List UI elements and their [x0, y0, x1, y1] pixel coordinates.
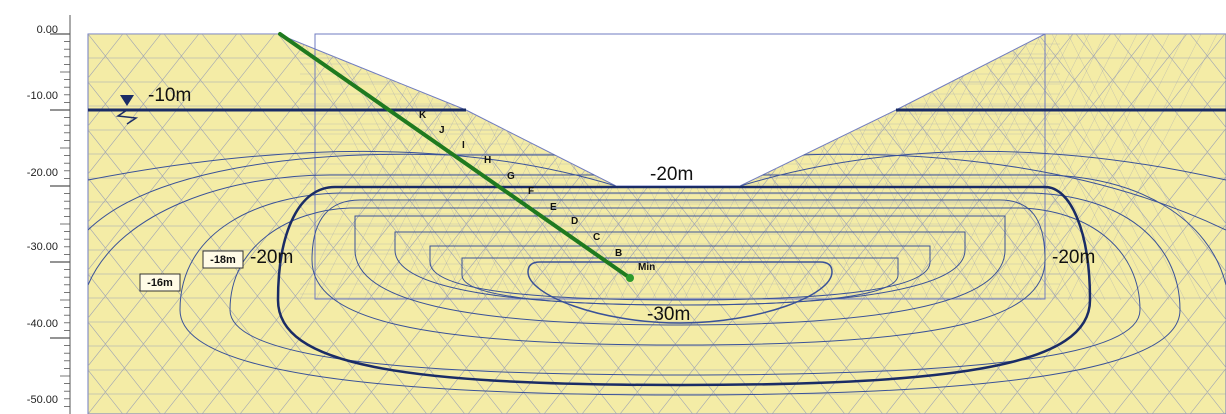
section-point-label: K: [419, 110, 427, 121]
depth-tick-label: -30.00: [27, 241, 58, 253]
contour-line: [739, 150, 1226, 187]
contour-line: [229, 207, 1141, 376]
contour-line-20m: [276, 185, 1092, 387]
section-line-end-marker: [626, 274, 634, 282]
contour-line: [88, 150, 617, 187]
depth-tick-label: -10.00: [27, 90, 58, 102]
section-line[interactable]: [278, 32, 632, 280]
section-point-label: B: [615, 248, 622, 259]
contour-label-right: -20m: [1052, 247, 1095, 268]
contour-line: [88, 174, 1226, 286]
section-point-label: H: [484, 155, 491, 166]
contour-line: [179, 192, 1181, 396]
section-point-label: D: [571, 216, 578, 227]
boxed-label-18m: -18m: [202, 250, 244, 269]
boxed-label-16m: -16m: [139, 273, 181, 292]
depth-tick-label: -50.00: [27, 394, 58, 406]
section-point-label: I: [462, 140, 465, 151]
contour-label-excavation-base: -20m: [650, 164, 693, 185]
contour-line-30m: [527, 261, 833, 324]
depth-axis: 0.00 -10.00 -20.00 -30.00 -40.00 -50.00: [27, 15, 71, 414]
depth-axis-minor-ticks: [60, 41, 70, 407]
depth-tick-label: 0.00: [37, 24, 58, 36]
svg-text:-18m: -18m: [210, 254, 236, 266]
contour-line: [311, 199, 1046, 346]
section-point-label: C: [593, 232, 600, 243]
depth-tick-label: -40.00: [27, 318, 58, 330]
contour-line: [461, 257, 899, 306]
section-point-label: E: [550, 202, 557, 213]
depth-tick-label: -20.00: [27, 167, 58, 179]
water-table-label: -10m: [148, 85, 191, 106]
contour-line: [354, 215, 1006, 326]
section-point-label: G: [507, 171, 515, 182]
water-table-triangle-icon: [115, 95, 139, 125]
contour-label-left: -20m: [250, 247, 293, 268]
contour-line: [429, 245, 931, 301]
svg-text:-16m: -16m: [147, 277, 173, 289]
section-point-label: Min: [638, 262, 655, 273]
section-point-label: F: [528, 186, 534, 197]
pore-pressure-contours: [88, 150, 1226, 396]
depth-axis-major-ticks: [50, 33, 70, 339]
section-point-label: J: [439, 125, 445, 136]
contour-label-bottom: -30m: [647, 304, 690, 325]
structure-outline: [314, 33, 1046, 300]
